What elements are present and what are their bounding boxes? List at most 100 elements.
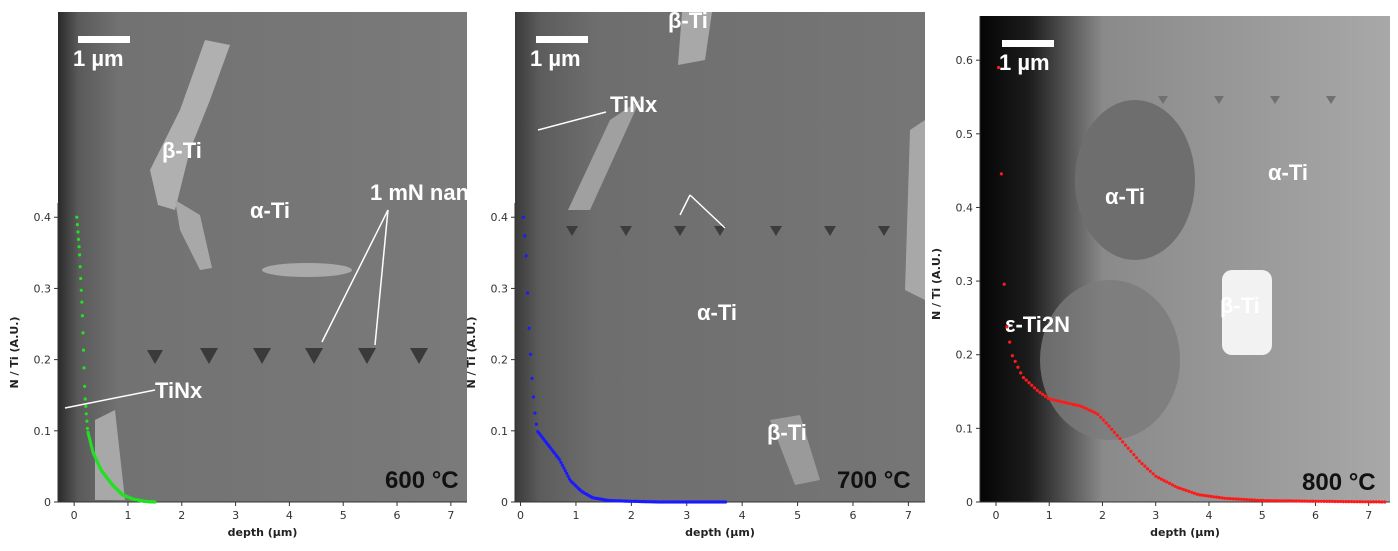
profile-point <box>1264 499 1268 503</box>
profile-point <box>1090 409 1094 413</box>
profile-point <box>1179 486 1183 491</box>
profile-point <box>1319 499 1323 503</box>
profile-point <box>1245 498 1249 502</box>
profile-point <box>1217 495 1221 500</box>
profile-point <box>1380 500 1384 504</box>
plot-600: 0 1 2 3 4 5 6 7 0 0.1 0.2 0.3 0.4 depth (µm) N / Ti (A… <box>8 203 467 539</box>
profile-point <box>1021 376 1026 380</box>
scale-bar-label-600: 1 µm <box>73 46 124 71</box>
micrograph-700 <box>515 12 925 502</box>
x-tick-label: 6 <box>394 509 401 522</box>
profile-point <box>1305 499 1310 503</box>
alpha-grain-dark <box>1075 100 1195 260</box>
beta-grain <box>770 415 820 485</box>
indent-row-600 <box>147 348 428 364</box>
beta-grain <box>568 100 640 210</box>
profile-point <box>1132 453 1136 457</box>
profile-point <box>1242 497 1246 502</box>
y-tick-label: 0.5 <box>956 128 974 141</box>
profile-point <box>1154 474 1158 478</box>
profile-point <box>79 276 83 281</box>
profile-point <box>1016 365 1020 369</box>
phase-label-beta-800: β-Ti <box>1220 293 1260 318</box>
phase-label-beta-600: β-Ti <box>162 138 202 163</box>
x-tick-label: 0 <box>71 509 78 522</box>
x-tick-label: 3 <box>232 509 239 522</box>
arrows-700 <box>537 111 726 229</box>
profile-point <box>1311 499 1315 503</box>
profile-point <box>1019 371 1023 375</box>
profile-point <box>1372 500 1376 504</box>
profile-point <box>1038 390 1042 395</box>
profile-point <box>1140 462 1144 466</box>
profile-point <box>1143 464 1147 468</box>
profile-point <box>1281 499 1285 503</box>
profile-point <box>1170 483 1174 487</box>
y-tick-label: 0.1 <box>491 425 509 438</box>
x-tick-label: 1 <box>1046 509 1053 522</box>
plot-700: 0 1 2 3 4 5 6 7 0 0.1 0.2 0.3 0.4 depth (µm) N / Ti (A… <box>465 203 925 539</box>
panel-600: 1 µm β-Ti α-Ti TiNx 1 mN nanoindents pri… <box>8 12 628 539</box>
profile-point <box>1035 388 1039 392</box>
x-tick-label: 0 <box>992 509 999 522</box>
x-axis-label: depth (µm) <box>685 526 755 539</box>
profile-point <box>84 412 88 416</box>
profile-point <box>1297 499 1301 503</box>
profile-point <box>1366 500 1370 504</box>
profile-point <box>82 366 86 370</box>
phase-label-beta-top-700: β-Ti <box>668 8 708 33</box>
y-tick-label: 0.6 <box>956 54 974 67</box>
y-tick-label: 0.3 <box>956 275 974 288</box>
profile-point <box>1190 490 1194 494</box>
profile-point <box>1203 494 1207 498</box>
x-tick-label: 5 <box>340 509 347 522</box>
profile-point <box>1121 440 1125 444</box>
profile-point <box>1220 496 1224 500</box>
profile-point <box>1079 404 1083 408</box>
y-tick-label: 0.3 <box>491 282 509 295</box>
profile-point <box>1341 500 1345 504</box>
profile-point <box>1151 472 1155 476</box>
profile-point <box>78 253 82 257</box>
profile-point <box>1330 499 1334 503</box>
beta-grain <box>262 263 352 277</box>
profile-point <box>1074 403 1078 407</box>
profile-point <box>1214 495 1219 499</box>
profile-point <box>557 457 562 462</box>
profile-point <box>1157 476 1161 480</box>
profile-point <box>1322 499 1326 503</box>
phase-label-alpha-right-800: α-Ti <box>1268 160 1308 185</box>
profile-point <box>1289 499 1293 503</box>
profile-point <box>1294 499 1298 503</box>
profile-point <box>521 215 525 219</box>
profile-point <box>566 474 570 478</box>
profile-point <box>1032 386 1037 390</box>
profile-point <box>1308 499 1312 503</box>
x-tick-label: 7 <box>1365 509 1372 522</box>
profile-point <box>1333 499 1337 504</box>
x-tick-label: 7 <box>447 509 454 522</box>
profile-point <box>1225 496 1230 501</box>
profile-point <box>528 352 533 356</box>
profile-point <box>1066 401 1070 405</box>
x-tick-label: 4 <box>739 509 746 522</box>
profile-point <box>1093 411 1097 415</box>
temperature-800: 800 °C <box>1302 469 1376 496</box>
temperature-600: 600 °C <box>385 467 459 494</box>
profile-point <box>78 265 82 269</box>
profile-point <box>75 215 79 219</box>
profile-point <box>84 404 88 408</box>
profile-point <box>1187 489 1191 493</box>
profile-point <box>526 291 530 295</box>
profile-point <box>1043 394 1048 398</box>
profile-point <box>534 422 538 426</box>
profile-point <box>1145 467 1150 471</box>
profile-point <box>1096 412 1100 416</box>
x-tick-label: 1 <box>124 509 131 522</box>
profile-point <box>1363 500 1367 504</box>
temperature-700: 700 °C <box>837 467 911 494</box>
profile-point <box>1292 499 1296 503</box>
profile-point <box>1261 498 1265 503</box>
y-tick-label: 0.1 <box>34 425 52 438</box>
